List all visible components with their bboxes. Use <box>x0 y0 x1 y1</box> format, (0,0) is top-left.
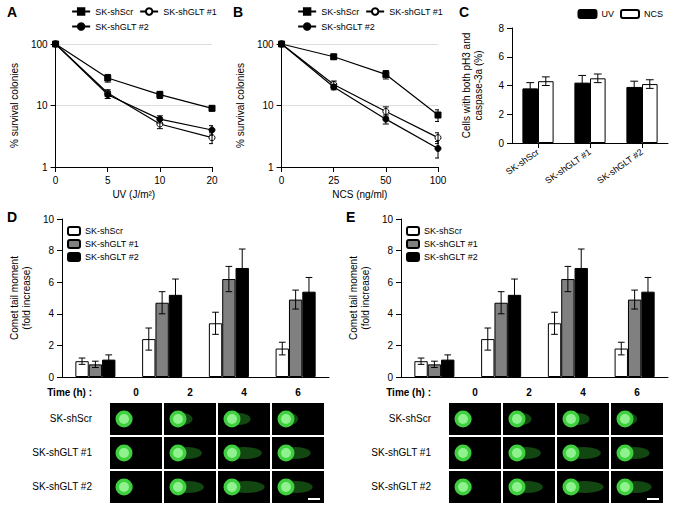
svg-text:8: 8 <box>498 23 504 34</box>
svg-text:SK-shGLT #2: SK-shGLT #2 <box>321 22 375 32</box>
svg-text:0: 0 <box>53 175 59 186</box>
svg-text:SK-shScr: SK-shScr <box>321 7 359 17</box>
svg-text:10: 10 <box>154 175 166 186</box>
html-text:Time (h) :: Time (h) : <box>386 387 431 398</box>
svg-text:SK-shScr: SK-shScr <box>95 7 133 17</box>
svg-text:SK-shGLT #2: SK-shGLT #2 <box>424 252 478 262</box>
svg-text:% survival colonies: % survival colonies <box>9 63 20 148</box>
svg-text:Comet tail moment: Comet tail moment <box>9 256 20 340</box>
html-text:SK-shScr: SK-shScr <box>49 413 92 424</box>
svg-text:SK-shGLT #1: SK-shGLT #1 <box>163 7 217 17</box>
html-text:0: 0 <box>472 387 478 398</box>
svg-text:10: 10 <box>36 100 48 111</box>
svg-text:100: 100 <box>257 39 274 50</box>
svg-text:4: 4 <box>48 308 54 319</box>
svg-text:1: 1 <box>42 162 48 173</box>
svg-text:A: A <box>7 4 17 20</box>
svg-text:Cells with both pH3 and: Cells with both pH3 and <box>461 33 472 139</box>
html-text:SK-shGLT #2: SK-shGLT #2 <box>32 481 92 492</box>
svg-text:SK-shGLT #2: SK-shGLT #2 <box>85 252 139 262</box>
svg-text:6: 6 <box>498 51 504 62</box>
svg-text:SK-shGLT #1: SK-shGLT #1 <box>389 7 443 17</box>
svg-text:2: 2 <box>498 109 504 120</box>
svg-text:UV: UV <box>601 9 614 19</box>
svg-text:2: 2 <box>48 340 54 351</box>
html-text:0: 0 <box>133 387 139 398</box>
svg-text:C: C <box>459 4 469 20</box>
html-text:SK-shGLT #1: SK-shGLT #1 <box>371 447 431 458</box>
svg-text:SK-shGLT #2: SK-shGLT #2 <box>95 22 149 32</box>
svg-text:100: 100 <box>31 39 48 50</box>
svg-text:SK-shGLT #1: SK-shGLT #1 <box>85 239 139 249</box>
svg-text:10: 10 <box>262 100 274 111</box>
svg-text:2: 2 <box>387 340 393 351</box>
svg-text:6: 6 <box>48 277 54 288</box>
svg-text:8: 8 <box>48 245 54 256</box>
html-text:SK-shGLT #2: SK-shGLT #2 <box>371 481 431 492</box>
svg-text:SK-shGLT #1: SK-shGLT #1 <box>424 239 478 249</box>
svg-text:6: 6 <box>387 277 393 288</box>
svg-text:25: 25 <box>328 175 340 186</box>
svg-text:100: 100 <box>430 175 447 186</box>
svg-text:SK-shScr: SK-shScr <box>85 226 123 236</box>
svg-text:10: 10 <box>382 214 394 225</box>
html-text:2: 2 <box>526 387 532 398</box>
html-text:SK-shGLT #1: SK-shGLT #1 <box>32 447 92 458</box>
svg-text:0: 0 <box>279 175 285 186</box>
svg-text:SK-shScr: SK-shScr <box>504 147 541 177</box>
svg-text:E: E <box>346 209 355 225</box>
svg-text:1: 1 <box>268 162 274 173</box>
svg-text:% survival colonies: % survival colonies <box>235 63 246 148</box>
svg-text:20: 20 <box>206 175 218 186</box>
html-text:SK-shScr: SK-shScr <box>388 413 431 424</box>
svg-text:(fold increase): (fold increase) <box>360 266 371 329</box>
svg-text:0: 0 <box>498 138 504 149</box>
svg-text:NCS: NCS <box>644 9 663 19</box>
svg-text:NCS (ng/ml): NCS (ng/ml) <box>332 189 387 200</box>
svg-text:UV (J/m²): UV (J/m²) <box>112 189 155 200</box>
html-text:6: 6 <box>295 387 301 398</box>
svg-text:Comet tail moment: Comet tail moment <box>348 256 359 340</box>
svg-text:0: 0 <box>387 372 393 383</box>
html-text:4: 4 <box>241 387 247 398</box>
svg-text:8: 8 <box>387 245 393 256</box>
html-text:Time (h) :: Time (h) : <box>47 387 92 398</box>
svg-text:B: B <box>233 4 243 20</box>
svg-text:SK-shScr: SK-shScr <box>424 226 462 236</box>
html-text:4: 4 <box>580 387 586 398</box>
svg-text:SK-shGLT #1: SK-shGLT #1 <box>543 147 593 186</box>
svg-text:SK-shGLT #2: SK-shGLT #2 <box>595 147 645 186</box>
svg-text:5: 5 <box>105 175 111 186</box>
svg-text:10: 10 <box>43 214 55 225</box>
svg-text:0: 0 <box>48 372 54 383</box>
svg-text:(fold increase): (fold increase) <box>21 266 32 329</box>
svg-text:caspase-3a (%): caspase-3a (%) <box>473 50 484 120</box>
html-text:6: 6 <box>634 387 640 398</box>
svg-text:4: 4 <box>498 80 504 91</box>
html-text:2: 2 <box>187 387 193 398</box>
svg-text:50: 50 <box>380 175 392 186</box>
svg-text:4: 4 <box>387 308 393 319</box>
svg-text:D: D <box>7 209 17 225</box>
